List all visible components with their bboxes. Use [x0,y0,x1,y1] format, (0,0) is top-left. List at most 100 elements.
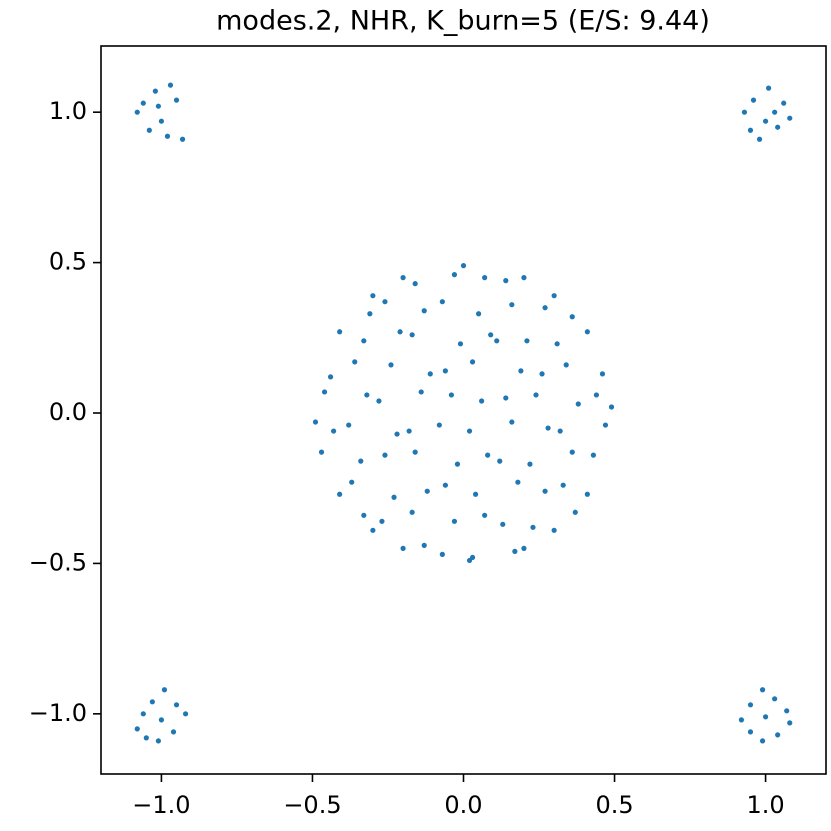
point [331,428,337,434]
point [406,428,412,434]
point [530,524,536,530]
point [134,109,140,115]
point [442,482,448,488]
point [394,431,400,437]
point [382,452,388,458]
point [439,551,445,557]
point [584,491,590,497]
point [400,545,406,551]
point [759,738,766,744]
x-tick-label: −1.0 [132,791,190,819]
point [759,687,766,693]
point [747,729,754,735]
point [599,371,606,377]
point [542,305,548,311]
y-tick-label: −1.0 [29,699,87,727]
point [584,329,590,335]
point [173,97,180,103]
point [563,362,569,368]
point [418,389,424,395]
y-tick-label: 1.0 [49,97,87,125]
point [448,392,455,398]
point [572,509,578,515]
point [772,696,778,702]
point [515,479,521,485]
point [367,311,373,317]
point [775,124,781,130]
point [533,392,539,398]
point [143,735,149,741]
point [318,449,325,455]
point [560,482,566,488]
point [527,461,533,467]
point [146,127,152,133]
point [772,109,778,115]
point [509,419,515,425]
point [738,717,745,723]
point [358,458,364,464]
point [140,711,146,717]
point [521,275,527,281]
point [391,494,397,500]
point [352,359,358,365]
point [361,338,367,344]
x-tick-label: 0.0 [444,791,482,819]
point [442,368,448,374]
point [482,275,488,281]
point [451,272,458,278]
point [554,341,560,347]
point [409,509,415,515]
point [608,404,615,410]
point [784,708,790,714]
point [364,392,370,398]
point [421,542,427,548]
point [161,687,168,693]
point [602,422,609,428]
point [518,368,524,374]
point [509,302,515,308]
point [551,293,557,299]
y-tick-label: −0.5 [29,548,87,576]
point [182,711,189,717]
point [488,332,494,338]
point [485,452,491,458]
point [349,479,355,485]
point [155,103,161,109]
point [503,395,509,401]
point [382,299,388,305]
point [346,422,352,428]
point [457,341,464,347]
point [787,720,793,726]
point [376,398,382,404]
point [149,699,155,705]
point [512,548,518,554]
point [762,714,769,720]
point [134,726,140,732]
point [152,88,158,94]
point [497,458,503,464]
point [551,527,557,533]
point [167,82,174,88]
point [762,118,769,124]
point [539,371,545,377]
point [593,392,600,398]
point [164,133,171,139]
point [781,100,787,106]
point [479,398,485,404]
point [409,332,415,338]
point [412,281,418,287]
point [158,717,165,723]
point [466,557,473,564]
y-tick-label: 0.0 [49,398,87,426]
point [370,293,376,299]
point [756,136,763,142]
point [170,729,177,735]
x-tick-label: 0.5 [595,791,633,819]
point [436,422,442,428]
point [400,275,406,281]
point [469,359,476,365]
point [412,449,418,455]
point [575,401,581,407]
y-tick-label: 0.5 [49,248,87,276]
